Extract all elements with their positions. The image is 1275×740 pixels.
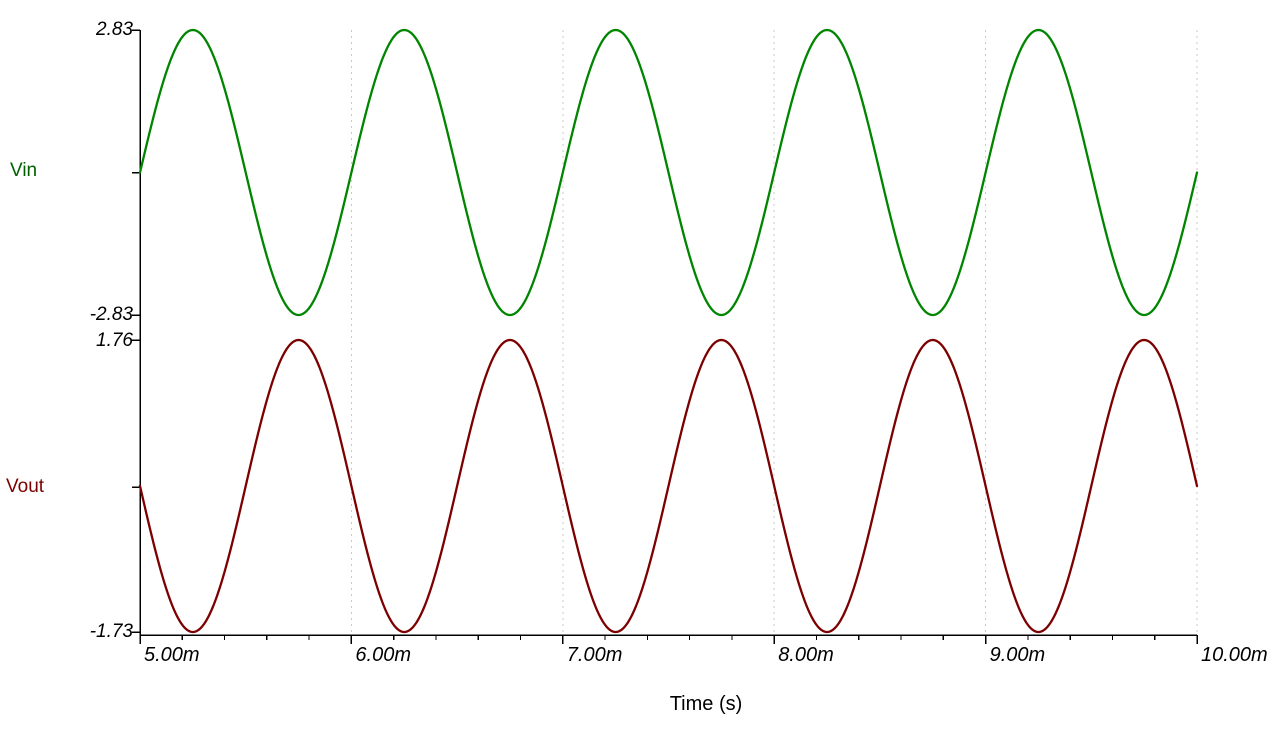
- x-tick-label: 8.00m: [778, 644, 834, 666]
- y-tick-label-vout-min: -1.73: [89, 621, 133, 642]
- vin-trace-label: Vin: [10, 160, 38, 181]
- x-axis-title: Time (s): [669, 693, 743, 715]
- x-tick-label: 10.00m: [1201, 644, 1268, 666]
- x-tick-label: 6.00m: [355, 644, 411, 666]
- vout-trace-label: Vout: [6, 476, 45, 497]
- vin-curve: [138, 28, 1199, 317]
- y-tick-label-vin-min: -2.83: [89, 304, 133, 325]
- vout-curve: [138, 338, 1199, 634]
- x-tick-label: 9.00m: [989, 644, 1046, 666]
- y-tick-label-vin-max: 2.83: [96, 19, 133, 40]
- x-tick-label: 7.00m: [566, 644, 623, 666]
- y-tick-label-vout-max: 1.76: [96, 330, 133, 351]
- x-tick-label: 5.00m: [144, 644, 200, 666]
